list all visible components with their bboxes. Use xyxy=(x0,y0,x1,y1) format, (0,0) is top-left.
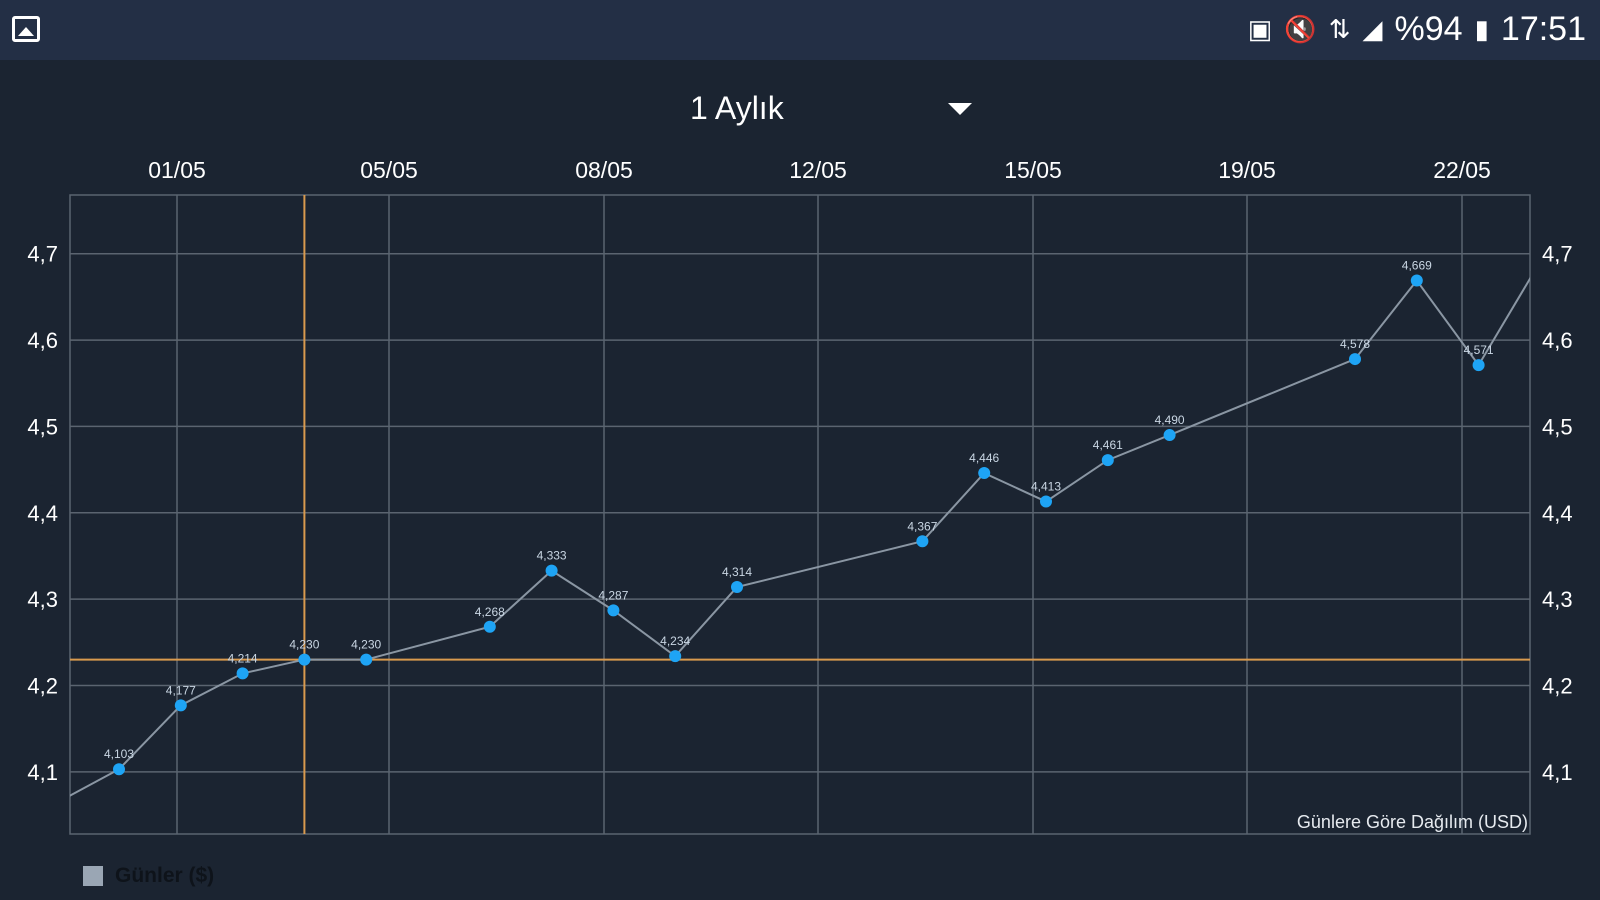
x-tick-label: 19/05 xyxy=(1218,157,1276,183)
data-label: 4,268 xyxy=(475,605,505,619)
x-tick-label: 15/05 xyxy=(1004,157,1062,183)
data-label: 4,230 xyxy=(351,638,381,652)
y-tick-label-right: 4,6 xyxy=(1542,328,1573,353)
data-label: 4,578 xyxy=(1340,337,1370,351)
x-tick-label: 08/05 xyxy=(575,157,633,183)
data-point xyxy=(1163,429,1176,442)
period-dropdown[interactable]: 1 Aylık xyxy=(690,88,980,132)
battery-charging-icon: ▮ xyxy=(1474,14,1489,44)
x-tick-label: 01/05 xyxy=(148,157,206,183)
period-selected: 1 Aylık xyxy=(690,90,784,126)
data-label: 4,413 xyxy=(1031,480,1061,494)
y-tick-label-left: 4,3 xyxy=(27,587,58,612)
gallery-icon xyxy=(12,16,40,42)
y-tick-label-right: 4,1 xyxy=(1542,760,1573,785)
data-point xyxy=(174,699,187,712)
signal-icon: ◢ xyxy=(1362,14,1383,44)
y-tick-label-right: 4,4 xyxy=(1542,501,1573,526)
sim-icon: ▣ xyxy=(1247,14,1273,44)
data-label: 4,214 xyxy=(228,651,258,665)
data-label: 4,571 xyxy=(1464,343,1494,357)
x-tick-label: 05/05 xyxy=(360,157,418,183)
data-label: 4,367 xyxy=(907,519,937,533)
y-tick-label-right: 4,2 xyxy=(1542,673,1573,698)
series-group: 4,103 4,177 4,214 4,230 4,230 4,268 4,333 4,287… xyxy=(70,258,1530,797)
dropdown-caret-icon xyxy=(948,103,972,115)
battery-percent: %94 xyxy=(1394,10,1463,48)
data-point xyxy=(1349,353,1361,366)
y-tick-label-left: 4,5 xyxy=(27,414,58,439)
data-label: 4,669 xyxy=(1402,258,1432,272)
data-label: 4,461 xyxy=(1093,438,1123,452)
y-tick-label-right: 4,5 xyxy=(1542,414,1573,439)
x-tick-label: 12/05 xyxy=(789,157,847,183)
legend-label: Günler ($) xyxy=(115,864,215,887)
mute-icon: 🔇 xyxy=(1284,14,1317,44)
series-line xyxy=(70,276,1530,797)
data-point xyxy=(731,581,743,594)
data-label: 4,314 xyxy=(722,565,752,579)
data-label: 4,230 xyxy=(289,638,319,652)
clock: 17:51 xyxy=(1500,10,1586,48)
y-tick-label-left: 4,4 xyxy=(27,501,58,526)
data-label: 4,490 xyxy=(1155,413,1185,427)
data-point xyxy=(1410,274,1423,287)
y-tick-label-left: 4,1 xyxy=(27,760,58,785)
data-label: 4,103 xyxy=(104,747,134,761)
y-tick-label-left: 4,2 xyxy=(27,673,58,698)
data-label: 4,446 xyxy=(969,451,999,465)
legend-swatch xyxy=(83,866,103,886)
hplus-data-icon: ⇅ xyxy=(1328,14,1351,44)
data-point xyxy=(298,653,311,666)
data-point xyxy=(1472,359,1485,372)
data-point xyxy=(545,564,558,577)
data-point xyxy=(916,535,929,548)
data-label: 4,177 xyxy=(166,683,196,697)
data-point xyxy=(669,650,682,663)
x-tick-label: 22/05 xyxy=(1433,157,1491,183)
data-point xyxy=(113,763,125,776)
legend[interactable]: Günler ($) xyxy=(83,864,214,888)
y-tick-label-right: 4,7 xyxy=(1542,242,1573,267)
status-bar: ▣ 🔇 ⇅ ◢ %94 ▮ 17:51 xyxy=(0,0,1600,60)
data-point xyxy=(360,653,373,666)
plot-frame xyxy=(69,194,1531,835)
data-label: 4,333 xyxy=(537,549,567,563)
y-tick-label-left: 4,7 xyxy=(27,242,58,267)
data-point xyxy=(1040,495,1052,508)
data-label: 4,287 xyxy=(598,588,628,602)
chart-description: Günlere Göre Dağılım (USD) xyxy=(1296,812,1528,832)
y-tick-label-right: 4,3 xyxy=(1542,587,1573,612)
data-point xyxy=(607,604,620,617)
data-point xyxy=(978,467,991,480)
data-point xyxy=(1101,454,1114,467)
y-tick-label-left: 4,6 xyxy=(27,328,58,353)
data-point xyxy=(483,620,496,633)
data-label: 4,234 xyxy=(660,634,690,648)
data-point xyxy=(236,667,249,680)
